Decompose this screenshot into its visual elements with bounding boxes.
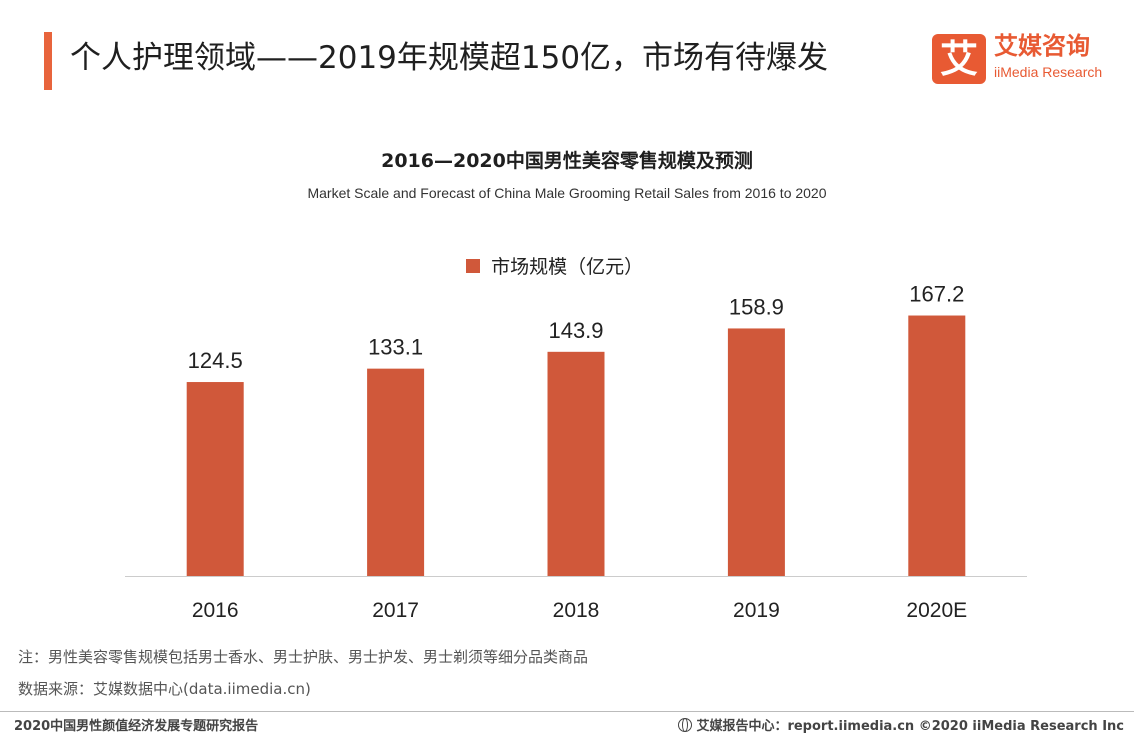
- bar-chart: 124.5 2016 133.1 2017 143.9 2018 158.9 2019 167.…: [125, 282, 1027, 622]
- title-accent-bar: [44, 32, 52, 90]
- x-tick-label-2018: 2018: [553, 599, 600, 622]
- bar-2016: [186, 382, 244, 576]
- iimedia-logo: 艾 艾媒咨询 iiMedia Research: [932, 30, 1124, 90]
- bar-2018: [547, 351, 605, 576]
- chart-title: 2016—2020中国男性美容零售规模及预测: [381, 150, 753, 172]
- data-label-2019: 158.9: [729, 294, 784, 319]
- data-source: 数据来源：艾媒数据中心(data.iimedia.cn): [18, 680, 311, 698]
- chart-note: 注：男性美容零售规模包括男士香水、男士护肤、男士护发、男士剃须等细分品类商品: [18, 648, 589, 666]
- globe-icon: [678, 718, 693, 732]
- data-label-2018: 143.9: [548, 318, 603, 343]
- footer-report-name: 2020中国男性颜值经济发展专题研究报告: [14, 719, 259, 734]
- x-tick-label-2016: 2016: [192, 599, 239, 622]
- bar-2017: [367, 368, 425, 576]
- logo-english-name: iiMedia Research: [994, 64, 1103, 80]
- bar-2019: [727, 328, 785, 576]
- data-label-2020E: 167.2: [909, 282, 964, 307]
- x-tick-label-2017: 2017: [372, 599, 419, 622]
- page-title: 个人护理领域——2019年规模超150亿，市场有待爆发: [70, 40, 829, 76]
- legend-swatch: [466, 258, 480, 273]
- data-label-2017: 133.1: [368, 335, 423, 360]
- footer-credit-text: 艾媒报告中心：report.iimedia.cn ©2020 iiMedia R…: [696, 719, 1124, 734]
- chart-legend: 市场规模（亿元）: [466, 252, 643, 278]
- x-tick-label-2020E: 2020E: [906, 599, 967, 622]
- data-label-2016: 124.5: [188, 348, 243, 373]
- logo-mark: 艾: [932, 34, 986, 84]
- x-tick-label-2019: 2019: [733, 599, 780, 622]
- footer-divider: [0, 711, 1134, 712]
- logo-chinese-name: 艾媒咨询: [994, 32, 1090, 60]
- chart-subtitle: Market Scale and Forecast of China Male …: [307, 185, 827, 201]
- bar-2020E: [908, 315, 966, 576]
- footer-credit: 艾媒报告中心：report.iimedia.cn ©2020 iiMedia R…: [678, 715, 1124, 734]
- legend-label: 市场规模（亿元）: [491, 256, 644, 278]
